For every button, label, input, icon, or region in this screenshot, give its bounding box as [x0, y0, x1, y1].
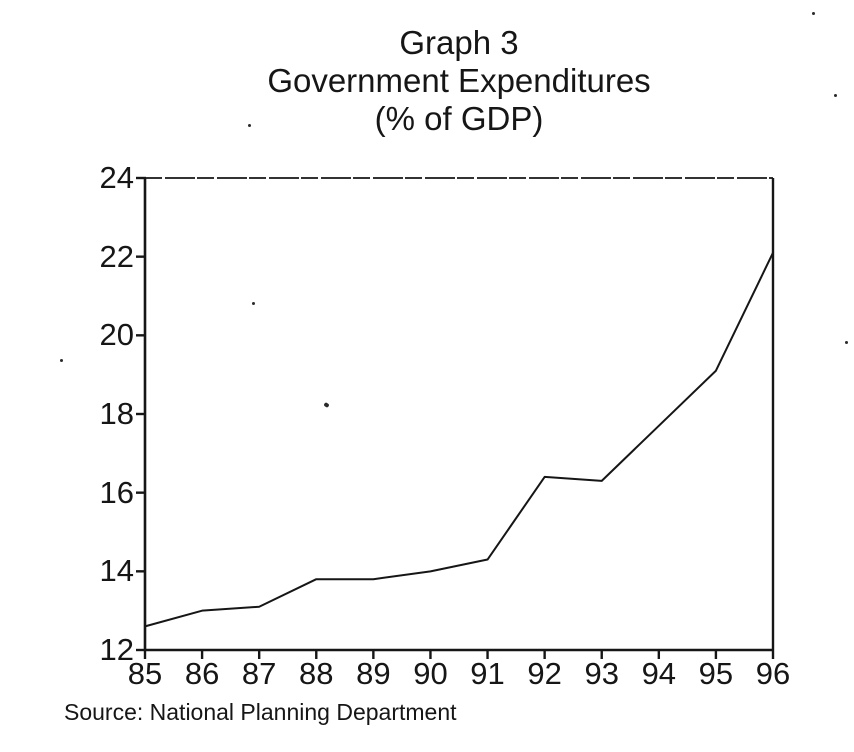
- x-axis-tick-label: 85: [127, 656, 163, 691]
- y-axis-tick-label: 22: [99, 238, 134, 274]
- chart-title-block: Graph 3 Government Expenditures (% of GD…: [145, 24, 773, 138]
- y-axis-tick-label: 16: [99, 474, 134, 510]
- x-axis-tick-label: 92: [527, 656, 562, 691]
- scan-artifact-dot: [248, 124, 251, 127]
- x-axis-tick-label: 89: [356, 656, 391, 691]
- scan-artifact-dot: [60, 359, 63, 362]
- y-axis-tick-label: 14: [99, 553, 134, 589]
- x-axis-tick-label: 88: [299, 656, 334, 691]
- scan-artifact-dot: [812, 12, 815, 15]
- data-series-line: [144, 251, 774, 628]
- x-axis-tick-label: 94: [641, 656, 677, 691]
- x-axis-tick-label: 87: [241, 656, 277, 691]
- chart-title-line1: Graph 3: [399, 24, 519, 61]
- x-axis-tick-label: 95: [698, 656, 734, 691]
- y-axis-tick-label: 24: [99, 160, 134, 195]
- x-axis-tick-label: 93: [584, 656, 619, 691]
- y-axis-tick-label: 20: [99, 317, 134, 353]
- scan-artifact-dot: [834, 94, 837, 97]
- y-axis-tick-label: 18: [99, 396, 134, 431]
- x-axis-tick-label: 90: [413, 656, 448, 691]
- x-axis-tick-label: 96: [755, 656, 791, 691]
- chart-title-line2: Government Expenditures: [267, 62, 651, 99]
- scan-artifact-dot: [252, 302, 255, 305]
- x-axis-tick-label: 86: [184, 656, 220, 691]
- source-caption: Source: National Planning Department: [64, 699, 457, 725]
- chart-title-line3: (% of GDP): [374, 100, 544, 137]
- scan-artifact-dot: [845, 341, 848, 344]
- x-axis-tick-label: 91: [470, 656, 505, 691]
- y-axis-tick-label: 12: [99, 632, 134, 667]
